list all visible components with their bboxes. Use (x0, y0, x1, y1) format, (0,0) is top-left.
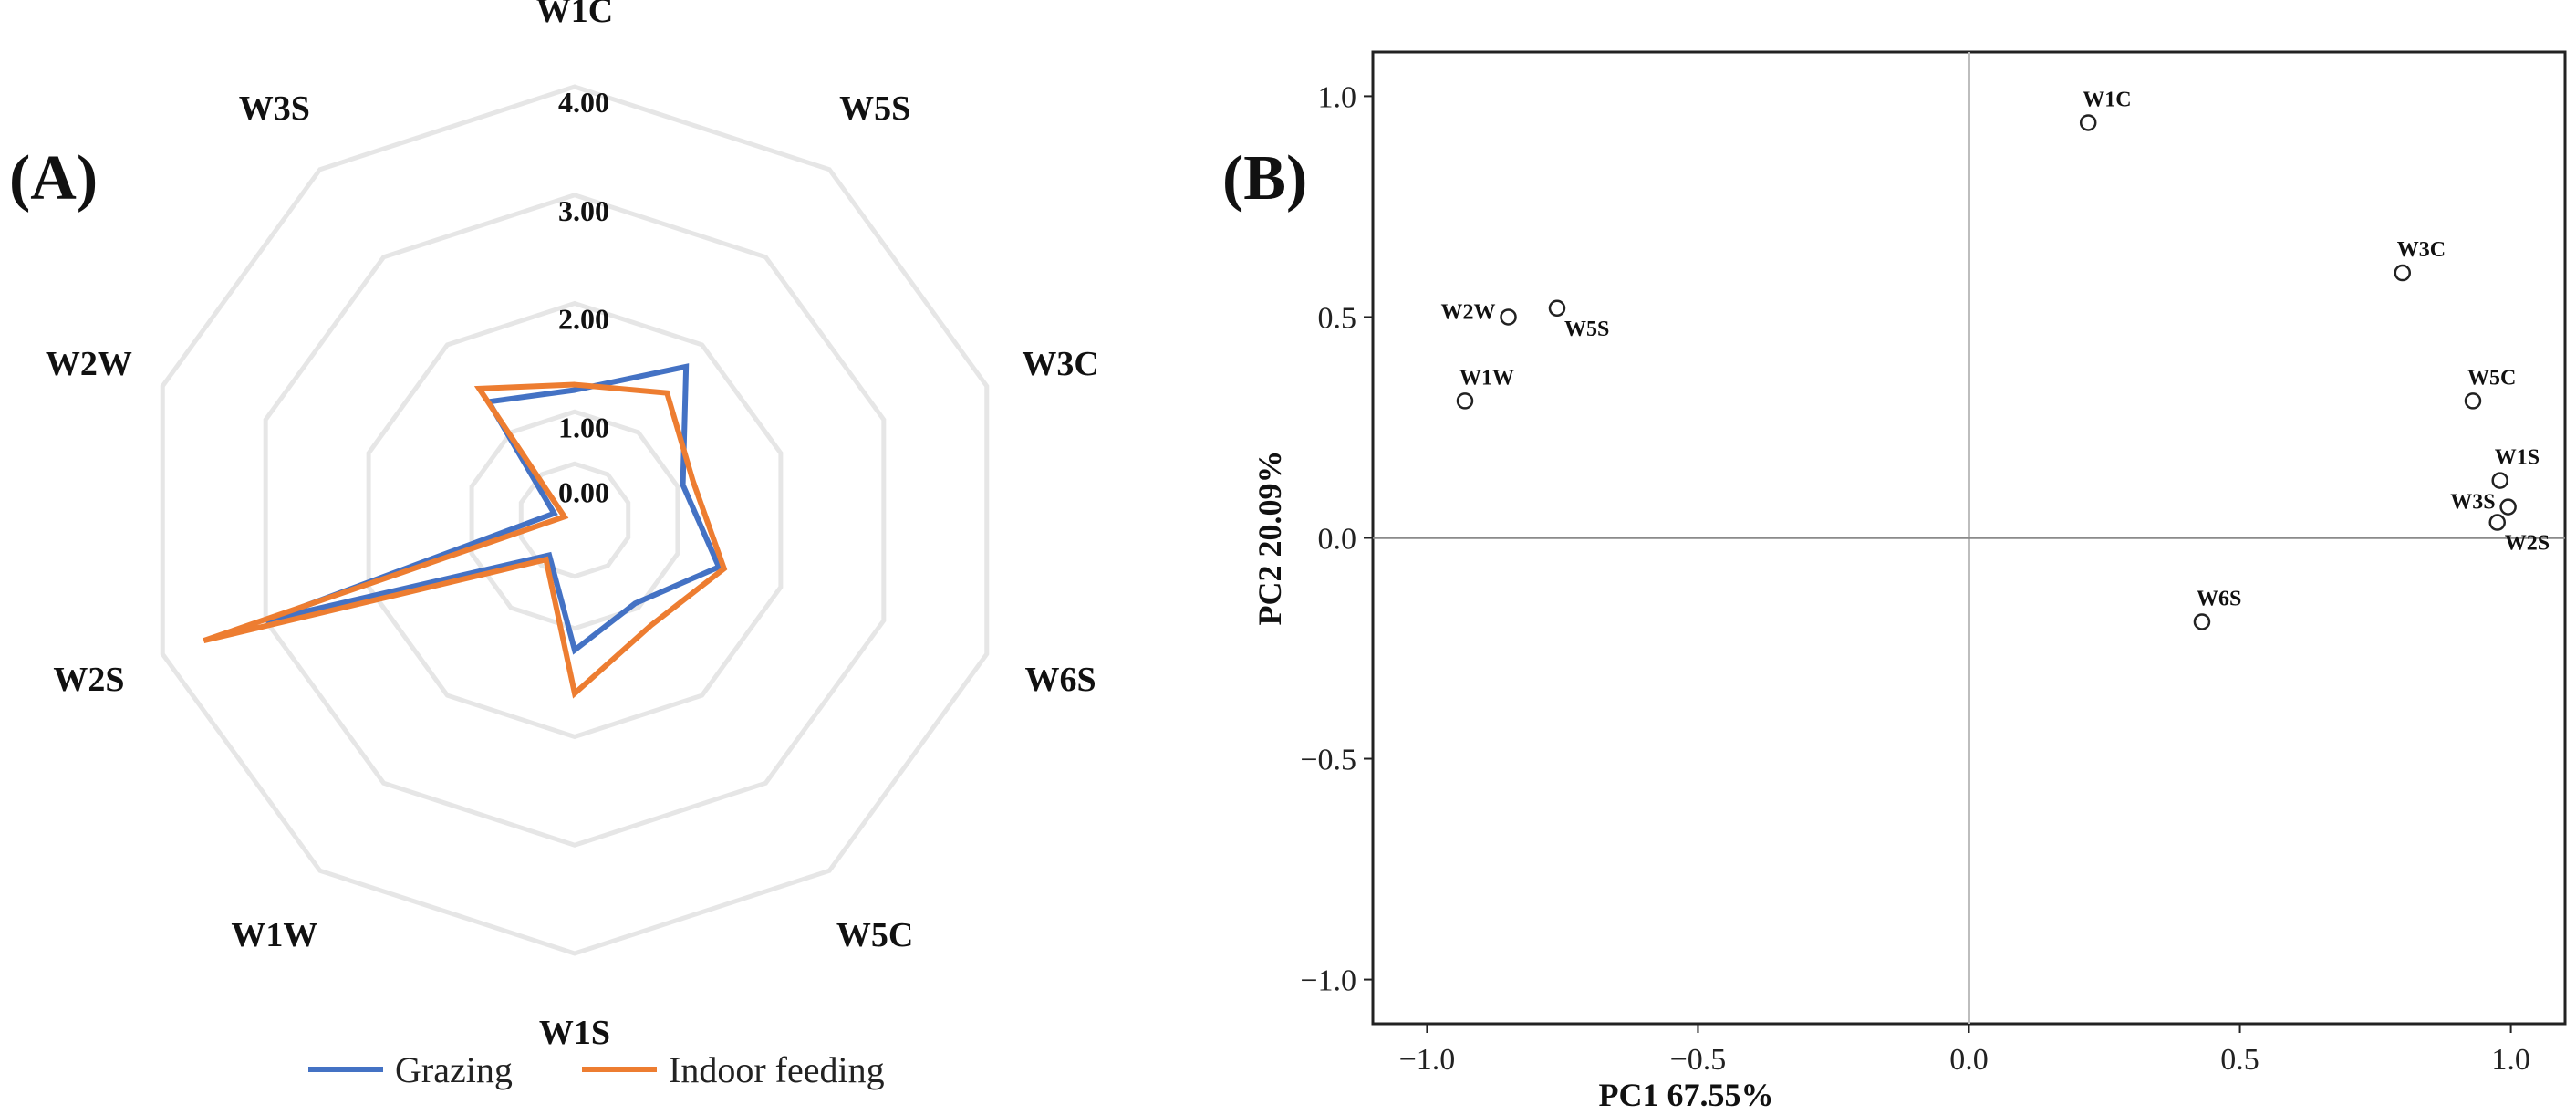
point-label: W1C (2083, 88, 2131, 111)
data-point (2394, 264, 2412, 282)
category-label: W5C (836, 916, 913, 954)
y-axis-title: PC2 20.09% (1252, 451, 1288, 626)
point-label: W3C (2397, 238, 2446, 262)
point-label: W1W (1459, 366, 1514, 390)
radial-tick-label: 1.00 (558, 411, 609, 443)
pca-scatter-chart: (B) −1.0 −0.5 0.0 0.5 1.0 1.0 0.5 0.0 −0.5 −1.0 PC1… (1222, 50, 2567, 1113)
category-label: W3C (1022, 345, 1098, 383)
point-label: W5S (1564, 318, 1609, 341)
y-tick-label: 0.5 (1318, 301, 1357, 335)
legend: Grazing Indoor feeding (308, 1049, 885, 1090)
legend-label: Grazing (395, 1049, 513, 1090)
radar-grid-ring (469, 409, 680, 631)
y-tick-label: −1.0 (1300, 964, 1356, 998)
category-label: W5S (839, 89, 910, 128)
radial-tick-label: 3.00 (558, 194, 609, 227)
radial-tick-label: 2.00 (558, 303, 609, 336)
radar-grid-ring (263, 193, 887, 848)
x-tick-label: 0.5 (2220, 1043, 2259, 1077)
category-label: W6S (1025, 661, 1096, 699)
x-tick-label: −0.5 (1670, 1043, 1727, 1077)
radar-grid-ring (518, 461, 631, 579)
x-tick-label: −1.0 (1399, 1043, 1456, 1077)
category-label: W2W (46, 345, 132, 383)
data-point (2488, 514, 2506, 531)
radar-grid-ring (160, 84, 990, 956)
x-axis-title: PC1 67.55% (1599, 1077, 1774, 1113)
category-label: W3S (239, 89, 310, 128)
category-label: W1W (231, 916, 317, 954)
radar-grid-ring (366, 300, 784, 740)
point-label: W2W (1441, 300, 1496, 324)
y-tick-label: −0.5 (1300, 744, 1356, 777)
data-point (2491, 472, 2508, 489)
data-point (2079, 114, 2097, 131)
radar-chart: (A) 0.00 1.00 2.00 3.00 4.00 W1C W5S W3C W6S W5C W1… (9, 0, 1099, 1090)
y-tick-label: 1.0 (1318, 80, 1357, 114)
point-label: W1S (2495, 446, 2540, 470)
y-tick-label: 0.0 (1318, 523, 1357, 557)
point-label: W2S (2505, 532, 2550, 556)
category-label: W1S (539, 1014, 610, 1052)
point-label: W5C (2467, 366, 2516, 390)
radial-tick-label: 4.00 (558, 86, 609, 119)
category-label: W1C (536, 0, 613, 30)
x-tick-label: 0.0 (1949, 1043, 1989, 1077)
data-point (2464, 392, 2482, 410)
data-point (1548, 299, 1566, 318)
radial-tick-label: 0.00 (558, 476, 609, 509)
series-line-indoor-feeding (203, 381, 728, 699)
data-point (1456, 392, 1474, 410)
panel-label-b: (B) (1222, 143, 1307, 214)
category-label: W2S (53, 661, 124, 699)
point-label: W3S (2450, 491, 2495, 515)
data-point (2193, 613, 2211, 630)
panel-label-a: (A) (9, 143, 98, 214)
x-tick-label: 1.0 (2491, 1043, 2530, 1077)
legend-label: Indoor feeding (669, 1049, 885, 1090)
data-point (2499, 498, 2517, 516)
point-label: W6S (2197, 587, 2241, 610)
data-point (1500, 308, 1517, 326)
